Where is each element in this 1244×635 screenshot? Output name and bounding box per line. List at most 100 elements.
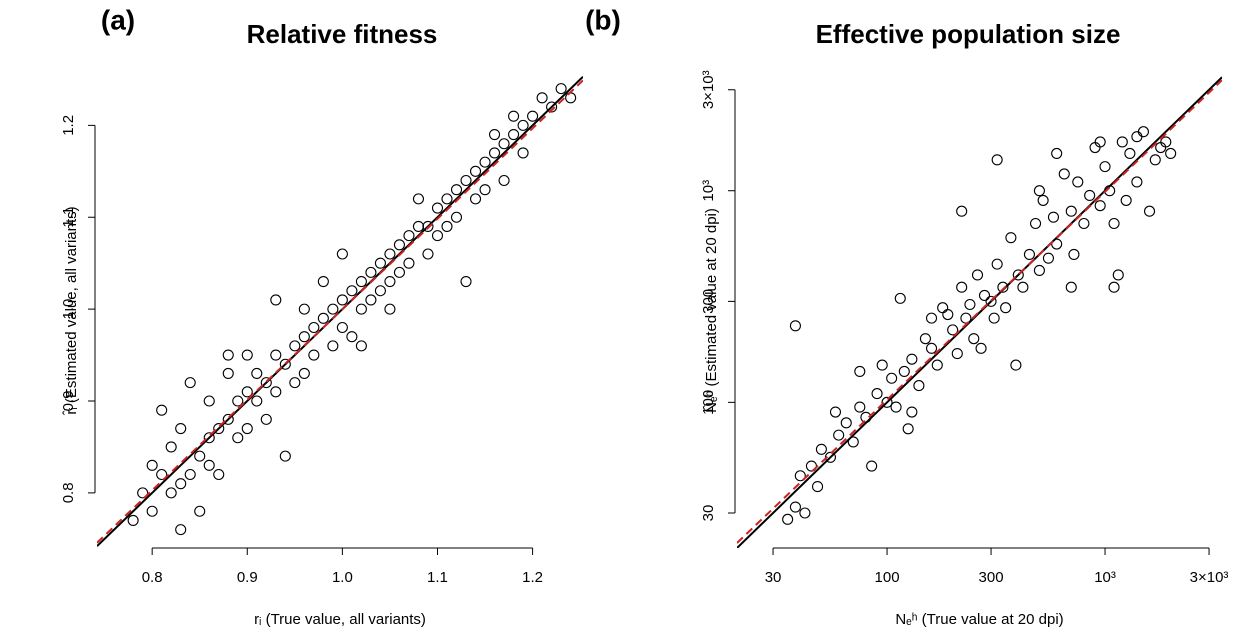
point [789,501,801,513]
point [260,377,272,389]
point [565,92,577,104]
point [1033,185,1045,197]
point [854,401,866,413]
point [431,202,444,214]
point [308,349,320,361]
point [251,395,263,407]
x-tick-label: 1.1 [427,569,448,586]
point [894,292,906,304]
point [213,468,225,481]
point [931,359,943,371]
point [1065,281,1077,293]
panel-label: (a) [101,4,135,35]
point [960,312,972,324]
point [374,257,386,269]
point [517,119,529,131]
y-tick-label: 300 [700,289,717,314]
point [919,333,931,345]
point [1042,252,1054,264]
point [1120,194,1132,206]
point [508,110,520,122]
point [241,386,253,398]
point [336,321,348,334]
point [156,404,168,416]
point [854,365,866,377]
point [251,367,263,379]
point [498,174,510,187]
x-tick-label: 100 [875,569,900,586]
point [146,459,158,471]
y-axis-label: r̂ᵢ (Estimated value, all variants) [62,206,80,416]
point [279,358,291,370]
point [1051,147,1063,160]
point [365,294,377,306]
point [355,340,367,352]
y-tick-label: 10³ [700,180,717,202]
point [146,505,158,517]
point [1094,136,1106,148]
point [1124,147,1136,160]
point [906,353,918,365]
point [1108,217,1120,230]
point [925,342,938,354]
point [194,505,206,517]
fit-line [97,79,583,544]
point [384,248,396,260]
point [1143,205,1156,217]
point [213,423,225,435]
point [308,321,320,334]
point [393,266,405,278]
point [902,423,914,435]
y-tick-label: 30 [700,505,717,522]
point [947,324,959,336]
point [488,147,501,159]
point [968,333,980,345]
x-tick-label: 1.2 [522,569,543,586]
point [403,230,415,242]
point [469,165,482,177]
chart-title: Relative fitness [247,19,438,49]
point [336,294,348,306]
point [789,320,801,332]
point [241,423,253,435]
plot-area [97,75,583,547]
point [913,380,925,392]
point [194,450,206,462]
point [890,401,902,413]
point [422,220,434,232]
point [811,481,824,493]
point [942,308,954,321]
point [175,423,187,435]
point [260,413,272,425]
point [991,154,1003,166]
point [441,193,453,205]
x-tick-label: 0.8 [142,569,163,586]
point [137,487,149,499]
point [412,193,425,205]
x-axis-label: rᵢ (True value, all variants) [254,611,426,628]
point [794,470,806,482]
point [298,367,310,379]
point [412,220,425,232]
point [833,429,845,441]
point [222,413,234,425]
point [488,129,501,141]
point [1037,194,1049,206]
point [886,372,898,384]
point [441,220,453,232]
point [997,281,1009,293]
point [956,281,968,293]
point [460,174,472,187]
point [165,441,177,453]
x-tick-label: 30 [765,569,782,586]
point [355,276,367,288]
point [847,436,859,448]
point [403,257,415,269]
point [1000,302,1012,314]
reference-line [97,75,583,547]
point [1023,248,1035,260]
point [1165,147,1177,160]
point [317,276,329,288]
point [175,478,187,490]
